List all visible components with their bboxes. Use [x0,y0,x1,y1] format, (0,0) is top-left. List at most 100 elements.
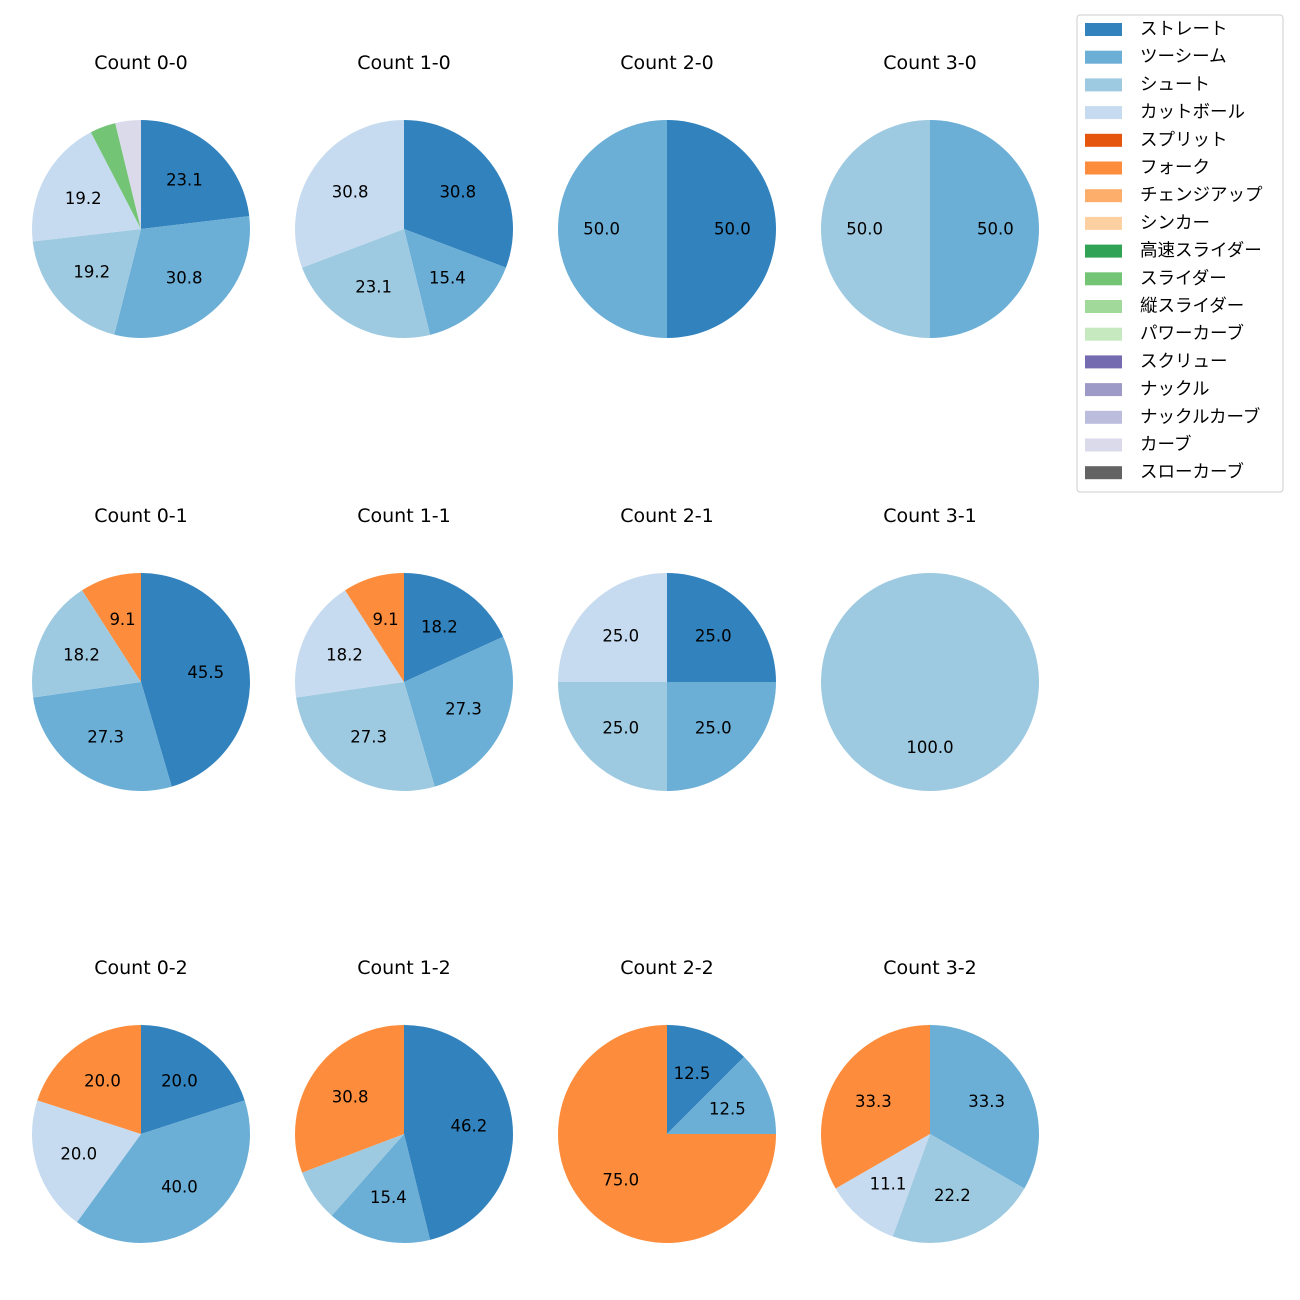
slice-label: 15.4 [370,1188,407,1207]
legend-swatch [1085,189,1122,203]
pie-count-0-0: Count 0-0 23.1 30.8 19.2 19.2 [32,52,250,338]
slice-count-2-1-1 [667,682,776,791]
slice-label: 30.8 [332,182,369,201]
legend-label: シュート [1140,75,1210,95]
legend-frame [1076,14,1284,493]
legend-item: ツーシーム [1085,47,1227,67]
slice-count-3-2-2 [835,1134,930,1237]
pie-title: Count 2-2 [620,957,714,979]
legend-item: カーブ [1085,434,1191,455]
slice-count-3-2-0 [930,1025,1040,1189]
slice-count-1-2-1 [331,1134,431,1243]
pie-count-2-2: Count 2-2 12.5 12.5 75.0 [558,957,776,1243]
slice-count-1-0-0 [404,119,514,268]
slice-count-2-0-0 [667,120,776,338]
slice-label: 27.3 [350,728,387,747]
legend-label: カーブ [1140,434,1191,455]
legend-item: スプリット [1085,130,1228,150]
pie-title: Count 3-0 [883,52,977,74]
legend-label: ストレート [1140,20,1228,40]
slice-count-1-0-3 [294,119,404,268]
slice-count-2-1-2 [558,682,667,791]
slice-count-2-1-3 [558,573,667,682]
slice-label: 45.5 [187,663,224,682]
legend-label: カットボール [1140,103,1245,123]
slice-count-0-0-1 [114,216,250,338]
slice-label: 50.0 [583,220,620,239]
legend-swatch [1085,244,1122,258]
slice-count-3-2-3 [820,1025,930,1189]
slice-count-0-0-2 [32,229,141,335]
slice-count-2-0-1 [558,120,667,338]
pie-count-3-0: Count 3-0 50.0 50.0 [821,52,1039,338]
slice-count-2-2-0 [667,1025,745,1134]
slice-label: 46.2 [451,1117,488,1136]
slice-label: 15.4 [429,268,466,287]
slice-count-2-2-1 [667,1056,776,1134]
slice-label: 12.5 [709,1099,746,1118]
slice-count-1-1-0 [404,573,504,682]
slice-count-0-2-3 [37,1025,141,1134]
slice-label: 27.3 [445,700,482,719]
legend-swatch [1085,300,1122,313]
slice-count-1-1-1 [404,636,513,787]
legend-label: スプリット [1140,130,1228,150]
slice-label: 50.0 [714,220,751,239]
slice-label: 27.3 [87,728,124,747]
legend-item: ナックル [1085,380,1209,400]
legend-swatch [1085,438,1122,452]
pie-title: Count 0-1 [94,505,188,527]
slice-label: 25.0 [602,719,639,738]
slice-count-1-0-1 [404,229,506,335]
slice-count-1-1-4 [345,573,404,682]
slice-count-1-2-2 [302,1134,404,1216]
slice-label: 30.8 [439,182,476,201]
slice-label: 33.3 [968,1092,1005,1111]
slice-label: 50.0 [977,220,1014,239]
slice-count-3-0-0 [930,120,1039,338]
slice-label: 50.0 [846,220,883,239]
slice-count-0-0-5 [115,120,141,229]
slice-label: 12.5 [674,1064,711,1083]
legend-item: ナックルカーブ [1085,406,1260,427]
slice-count-0-0-4 [90,123,141,229]
pie-title: Count 2-1 [620,505,714,527]
slice-count-3-2-1 [892,1134,1025,1244]
slice-label: 100.0 [906,738,953,757]
pie-title: Count 0-2 [94,957,188,979]
slice-label: 25.0 [602,626,639,645]
legend-label: スローカーブ [1140,462,1244,483]
legend-item: スライダー [1085,269,1227,289]
pie-count-2-1: Count 2-1 25.0 25.0 25.0 25.0 [558,505,776,791]
slice-count-3-0-1 [821,120,930,338]
slice-count-1-1-2 [296,682,435,791]
legend-swatch [1085,383,1122,397]
legend-label: シンカー [1140,213,1210,233]
pie-title: Count 0-0 [94,52,188,74]
slice-label: 23.1 [355,277,392,296]
pie-count-3-2: Count 3-2 33.3 22.2 11.1 33.3 [820,957,1040,1244]
legend-item: スクリュー [1085,352,1228,372]
legend-swatch [1085,50,1122,64]
slice-count-2-1-0 [667,573,776,682]
pie-title: Count 3-2 [883,957,977,979]
legend-swatch [1085,327,1122,341]
pie-title: Count 1-1 [357,505,451,527]
slice-label: 18.2 [63,645,100,664]
legend-label: 高速スライダー [1140,241,1262,261]
pie-count-0-2: Count 0-2 20.0 40.0 20.0 20.0 [31,957,251,1244]
slice-label: 9.1 [372,610,398,629]
legend-swatch [1085,216,1122,230]
slice-label: 9.1 [109,610,135,629]
legend-swatch [1085,23,1122,36]
pie-count-3-1: Count 3-1 100.0 [821,505,1039,791]
legend-item: シンカー [1085,213,1210,233]
legend-swatch [1085,133,1122,147]
legend-swatch [1085,410,1122,424]
slice-count-0-1-0 [141,573,250,787]
legend-label: チェンジアップ [1140,186,1263,206]
legend-item: ストレート [1085,20,1228,40]
legend-label: フォーク [1140,158,1210,178]
slice-count-0-1-3 [82,573,141,682]
legend-swatch [1085,272,1122,286]
